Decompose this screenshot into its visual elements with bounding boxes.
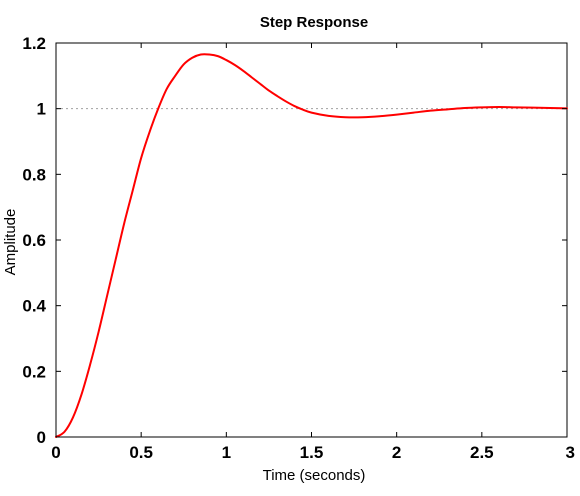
step-response-series-line bbox=[55, 53, 568, 438]
x-tick-label: 3 bbox=[566, 443, 575, 462]
x-tick-label: 0.5 bbox=[129, 443, 153, 462]
y-tick-label: 0.2 bbox=[22, 362, 46, 381]
plot-area bbox=[55, 42, 568, 438]
x-axis-label: Time (seconds) bbox=[263, 467, 366, 484]
y-tick-label: 0.4 bbox=[22, 297, 46, 316]
y-axis-label: Amplitude bbox=[2, 209, 19, 276]
y-tick-label: 0 bbox=[37, 428, 46, 447]
y-tick-label: 0.6 bbox=[22, 231, 46, 250]
x-tick-label: 0 bbox=[51, 443, 60, 462]
y-tick-label: 1.2 bbox=[22, 34, 46, 53]
y-tick-label: 1 bbox=[37, 100, 46, 119]
x-tick-label: 2.5 bbox=[470, 443, 494, 462]
x-tick-label: 1.5 bbox=[300, 443, 324, 462]
y-tick-label: 0.8 bbox=[22, 165, 46, 184]
x-tick-label: 1 bbox=[222, 443, 231, 462]
chart-title: Step Response bbox=[260, 14, 368, 31]
x-tick-label: 2 bbox=[392, 443, 401, 462]
